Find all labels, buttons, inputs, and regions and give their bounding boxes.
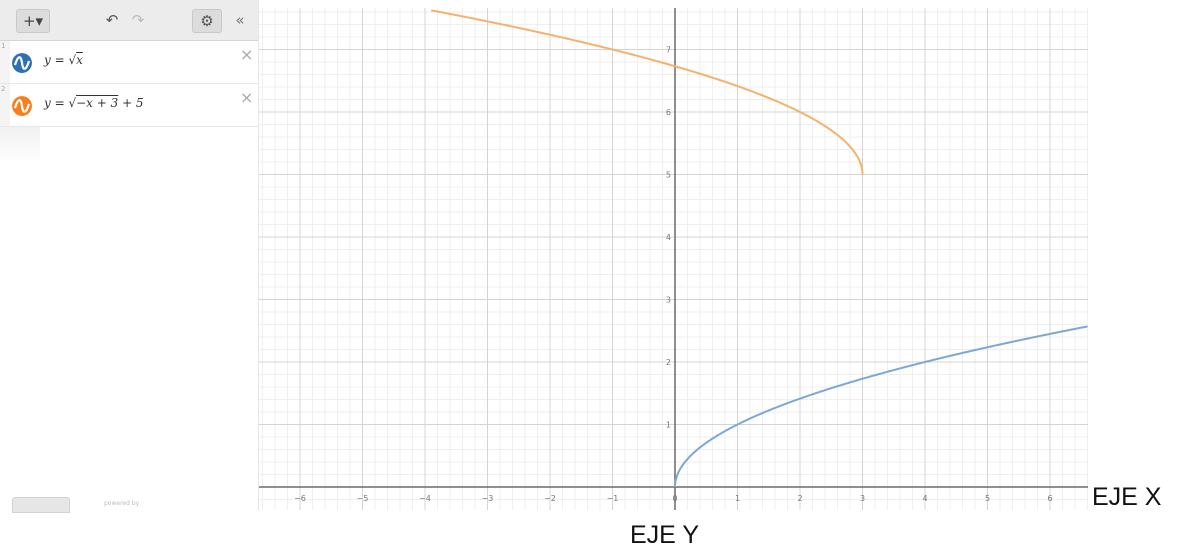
delete-expression-button[interactable]: × — [240, 88, 254, 107]
x-tick-label: 5 — [985, 494, 990, 503]
expression-index: 2 — [1, 85, 6, 93]
curves — [431, 9, 1088, 487]
x-tick-label: −2 — [544, 494, 556, 503]
y-tick-label: 4 — [666, 233, 671, 242]
add-expression-button[interactable]: +▾ — [16, 9, 50, 33]
y-tick-label: 7 — [666, 46, 671, 55]
formula-radicand: −x + 3 — [76, 96, 119, 110]
y-axis-annotation: EJE Y — [630, 521, 700, 549]
x-tick-label: −1 — [607, 494, 619, 503]
expression-item[interactable]: 2 y = √−x + 3 + 5 × — [0, 84, 258, 127]
expression-panel: +▾ ↶ ↷ ⚙ « 1 y = √x × 2 y = √−x + 3 + 5 … — [0, 0, 259, 513]
tick-labels: −6 −5 −4 −3 −2 −1 0 1 2 3 4 5 6 1 2 3 4 5 6 7 — [294, 46, 1052, 504]
x-tick-label: 2 — [797, 494, 802, 503]
expression-formula[interactable]: y = √−x + 3 + 5 — [44, 96, 144, 110]
x-tick-label: 4 — [922, 494, 927, 503]
y-tick-label: 2 — [666, 358, 671, 367]
expression-gutter: 2 — [0, 84, 10, 126]
grid-minor — [258, 8, 1088, 510]
formula-suffix: + 5 — [118, 96, 144, 110]
function-wave-icon[interactable] — [12, 96, 32, 116]
x-tick-label: −4 — [419, 494, 431, 503]
powered-by-text: powered by — [104, 500, 140, 507]
y-tick-label: 6 — [666, 108, 671, 117]
expression-item[interactable]: 1 y = √x × — [0, 41, 258, 84]
x-tick-label: 3 — [860, 494, 865, 503]
formula-prefix: y = √ — [44, 96, 77, 110]
expression-toolbar: +▾ ↶ ↷ ⚙ « — [0, 0, 258, 41]
curve-series-1 — [674, 325, 1088, 487]
expression-formula[interactable]: y = √x — [44, 53, 83, 67]
grid-major — [258, 8, 1088, 510]
delete-expression-button[interactable]: × — [240, 45, 254, 64]
keypad-toggle-button[interactable] — [12, 497, 70, 513]
x-axis-annotation: EJE X — [1092, 483, 1162, 511]
x-tick-label: 1 — [735, 494, 740, 503]
x-tick-label: 0 — [672, 494, 677, 503]
y-tick-label: 3 — [666, 296, 671, 305]
new-expression-slot[interactable] — [0, 127, 40, 163]
function-wave-icon[interactable] — [12, 53, 32, 73]
expression-index: 1 — [1, 42, 6, 50]
y-tick-label: 5 — [666, 171, 671, 180]
formula-radicand: x — [76, 53, 83, 67]
expression-gutter: 1 — [0, 41, 10, 83]
x-tick-label: 6 — [1047, 494, 1052, 503]
undo-button[interactable]: ↶ — [105, 11, 119, 29]
settings-button[interactable]: ⚙ — [192, 9, 222, 33]
curve-series-2 — [431, 9, 864, 175]
x-tick-label: −5 — [357, 494, 369, 503]
x-tick-label: −3 — [482, 494, 494, 503]
axes — [258, 8, 1088, 510]
collapse-panel-button[interactable]: « — [235, 11, 245, 29]
formula-prefix: y = √ — [44, 53, 77, 67]
redo-button[interactable]: ↷ — [131, 11, 145, 29]
y-tick-label: 1 — [666, 421, 671, 430]
x-tick-label: −6 — [294, 494, 306, 503]
